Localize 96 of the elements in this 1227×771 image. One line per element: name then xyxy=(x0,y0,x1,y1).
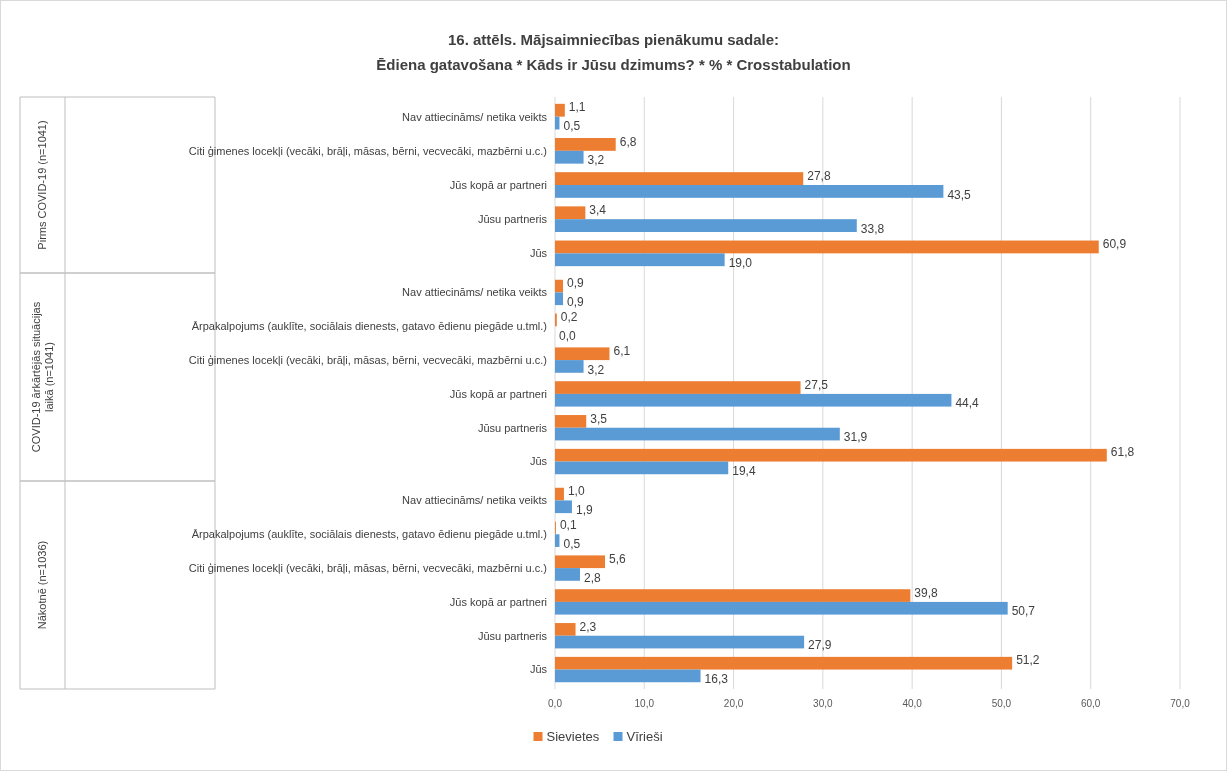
data-label: 5,6 xyxy=(609,551,627,566)
bar xyxy=(555,656,1013,670)
data-label: 1,1 xyxy=(568,100,586,115)
data-label: 33,8 xyxy=(860,221,885,236)
bar xyxy=(555,347,610,361)
bar xyxy=(555,635,805,649)
data-label: 2,8 xyxy=(584,570,602,585)
bar xyxy=(555,381,801,394)
data-label: 6,1 xyxy=(613,343,631,358)
bar xyxy=(555,393,952,407)
bar xyxy=(555,150,584,164)
bar xyxy=(555,500,572,514)
bar xyxy=(555,292,564,306)
bar xyxy=(555,427,840,441)
bar xyxy=(555,568,580,581)
data-label: 27,5 xyxy=(804,377,829,392)
y-axis-title: Nākotnē (n=1036) xyxy=(36,540,49,630)
data-label: 0,9 xyxy=(567,294,585,309)
bar xyxy=(555,103,565,117)
data-label: 19,0 xyxy=(728,255,753,270)
bar xyxy=(555,253,725,267)
y-tick-label: Ārpakalpojums (auklīte, sociālais dienests, gatavo ēdienu piegāde u.tml.) xyxy=(191,320,547,333)
data-label: 44,4 xyxy=(955,396,980,411)
bar xyxy=(555,448,1107,462)
bar xyxy=(555,219,857,232)
bar xyxy=(555,172,804,185)
bar xyxy=(555,360,584,373)
data-label: 6,8 xyxy=(619,134,637,149)
y-tick-label: Ārpakalpojums (auklīte, sociālais dienests, gatavo ēdienu piegāde u.tml.) xyxy=(191,528,547,541)
data-label: 1,9 xyxy=(575,502,593,517)
data-label: 3,5 xyxy=(590,411,608,426)
y-tick-label: Nav attiecināms/ netika veikts xyxy=(402,110,548,123)
data-label: 2,3 xyxy=(579,619,597,634)
bar xyxy=(555,601,1008,615)
data-label: 0,2 xyxy=(560,310,578,325)
x-tick-label: 40,0 xyxy=(902,698,923,709)
bar xyxy=(555,555,605,569)
bar xyxy=(555,279,564,293)
bar xyxy=(555,589,911,602)
y-tick-label: Nav attiecināms/ netika veikts xyxy=(402,494,548,507)
y-tick-label: Jūsu partneris xyxy=(477,421,548,434)
y-tick-label: Jūs xyxy=(529,663,548,676)
data-label: 0,5 xyxy=(563,536,581,551)
data-label: 27,8 xyxy=(807,168,831,183)
y-tick-label: Jūs kopā ar partneri xyxy=(449,178,547,191)
y-tick-label: Citi ģimenes locekļi (vecāki, brāļi, māsas, bērni, vecvecāki, mazbērni u.c.) xyxy=(188,561,547,574)
bar xyxy=(555,185,944,198)
bar xyxy=(555,415,587,428)
y-tick-label: Jūsu partneris xyxy=(477,629,548,642)
x-tick-label: 0,0 xyxy=(548,698,563,709)
data-label: 19,4 xyxy=(732,464,756,479)
bar xyxy=(555,138,616,151)
bar xyxy=(555,669,701,683)
x-tick-label: 50,0 xyxy=(991,698,1012,709)
y-tick-label: Jūs kopā ar partneri xyxy=(449,387,547,400)
y-tick-label: Jūs kopā ar partneri xyxy=(449,595,547,608)
data-label: 60,9 xyxy=(1102,237,1127,252)
legend-label: Vīrieši xyxy=(626,729,663,744)
y-tick-label: Jūs xyxy=(529,247,548,260)
bar xyxy=(555,206,586,220)
x-tick-label: 30,0 xyxy=(813,698,834,709)
x-tick-label: 10,0 xyxy=(634,698,655,709)
data-label: 31,9 xyxy=(843,430,868,445)
chart-subtitle: Ēdiena gatavošana * Kāds ir Jūsu dzimums? * % * Crosstabulation xyxy=(376,56,851,73)
data-label: 0,0 xyxy=(559,328,577,343)
data-label: 3,2 xyxy=(587,153,605,168)
data-label: 3,2 xyxy=(587,362,605,377)
data-label: 0,1 xyxy=(559,518,577,533)
data-label: 43,5 xyxy=(947,187,972,202)
data-label: 3,4 xyxy=(589,202,607,217)
data-label: 39,8 xyxy=(914,585,939,600)
data-label: 51,2 xyxy=(1016,653,1040,668)
bar xyxy=(555,461,729,475)
x-tick-label: 60,0 xyxy=(1080,698,1101,709)
data-label: 16,3 xyxy=(704,672,729,687)
y-axis-title: Pirms COVID-19 (n=1041) xyxy=(36,120,49,250)
bar xyxy=(555,240,1099,254)
y-tick-label: Jūsu partneris xyxy=(477,213,548,226)
y-tick-label: Citi ģimenes locekļi (vecāki, brāļi, māsas, bērni, vecvecāki, mazbērni u.c.) xyxy=(188,144,547,157)
y-tick-label: Jūs xyxy=(529,455,548,468)
data-label: 61,8 xyxy=(1110,445,1135,460)
chart-title: 16. attēls. Mājsaimniecības pienākumu sadale: xyxy=(448,31,779,48)
y-tick-label: Nav attiecināms/ netika veikts xyxy=(402,286,548,299)
bar xyxy=(555,534,560,547)
data-label: 27,9 xyxy=(808,638,832,653)
bar xyxy=(555,487,564,501)
data-label: 50,7 xyxy=(1011,604,1036,619)
data-label: 0,5 xyxy=(563,119,581,134)
data-label: 1,0 xyxy=(567,484,585,499)
data-label: 0,9 xyxy=(567,276,585,291)
x-tick-label: 20,0 xyxy=(723,698,744,709)
y-tick-label: Citi ģimenes locekļi (vecāki, brāļi, māsas, bērni, vecvecāki, mazbērni u.c.) xyxy=(188,353,547,366)
y-axis-title: COVID-19 ārkārtējās situācijas laikā (n=1041) xyxy=(29,301,55,453)
x-tick-label: 70,0 xyxy=(1170,698,1191,709)
legend-label: Sievietes xyxy=(546,729,600,744)
bar xyxy=(555,623,576,636)
